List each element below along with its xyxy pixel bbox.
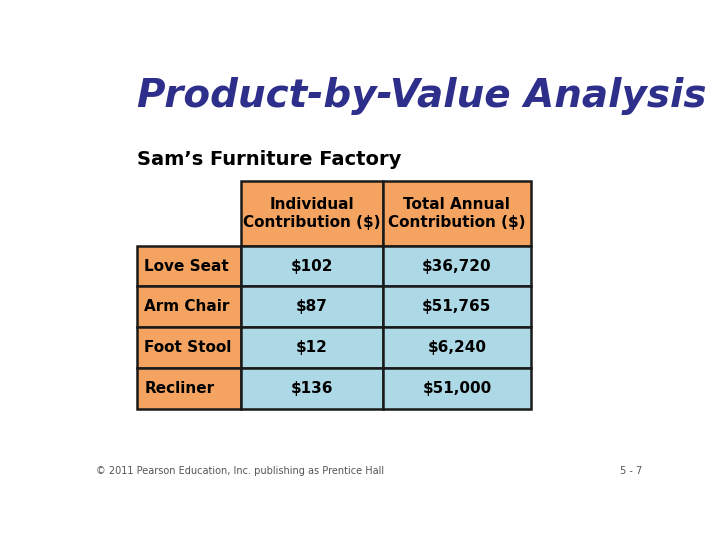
FancyBboxPatch shape	[138, 368, 240, 409]
Text: Sam’s Furniture Factory: Sam’s Furniture Factory	[138, 150, 402, 169]
Text: $136: $136	[291, 381, 333, 396]
Text: 5 - 7: 5 - 7	[620, 467, 642, 476]
Text: $102: $102	[291, 259, 333, 274]
FancyBboxPatch shape	[138, 327, 240, 368]
FancyBboxPatch shape	[383, 181, 531, 246]
FancyBboxPatch shape	[240, 368, 383, 409]
FancyBboxPatch shape	[240, 181, 383, 246]
Text: $36,720: $36,720	[422, 259, 492, 274]
FancyBboxPatch shape	[138, 286, 240, 327]
FancyBboxPatch shape	[240, 286, 383, 327]
Text: © 2011 Pearson Education, Inc. publishing as Prentice Hall: © 2011 Pearson Education, Inc. publishin…	[96, 467, 384, 476]
FancyBboxPatch shape	[240, 246, 383, 286]
Text: Love Seat: Love Seat	[144, 259, 229, 274]
Text: $51,765: $51,765	[422, 299, 492, 314]
FancyBboxPatch shape	[383, 327, 531, 368]
Text: Foot Stool: Foot Stool	[144, 340, 232, 355]
Text: $51,000: $51,000	[422, 381, 492, 396]
Text: Product-by-Value Analysis: Product-by-Value Analysis	[138, 77, 707, 115]
FancyBboxPatch shape	[383, 246, 531, 286]
Text: $6,240: $6,240	[428, 340, 487, 355]
Text: $87: $87	[296, 299, 328, 314]
FancyBboxPatch shape	[383, 368, 531, 409]
FancyBboxPatch shape	[240, 327, 383, 368]
Text: Recliner: Recliner	[144, 381, 215, 396]
Text: Total Annual
Contribution ($): Total Annual Contribution ($)	[388, 197, 526, 230]
Text: $12: $12	[296, 340, 328, 355]
Text: Arm Chair: Arm Chair	[144, 299, 230, 314]
FancyBboxPatch shape	[138, 246, 240, 286]
FancyBboxPatch shape	[383, 286, 531, 327]
Text: Individual
Contribution ($): Individual Contribution ($)	[243, 197, 381, 230]
